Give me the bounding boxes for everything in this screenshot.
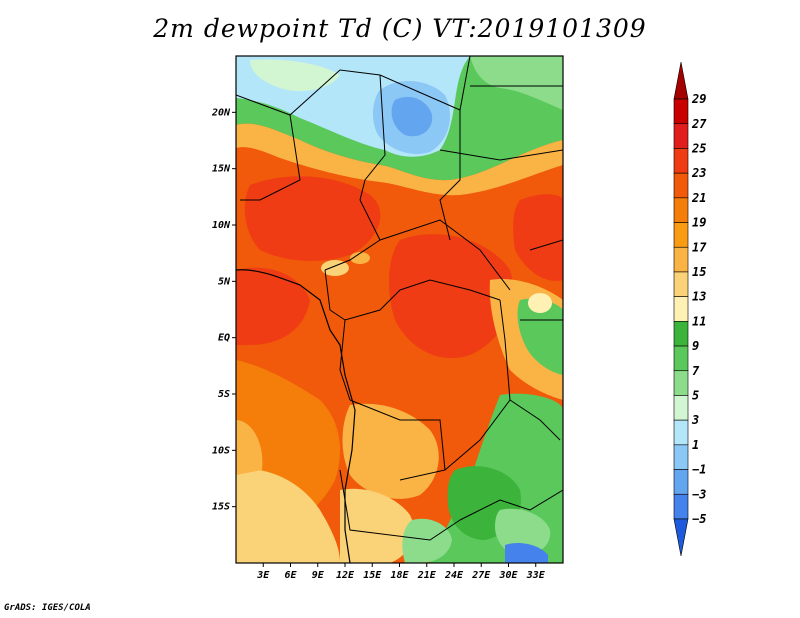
colorbar-label: 9: [692, 339, 699, 353]
colorbar-swatch: [673, 148, 689, 174]
lon-tick-label: 30E: [498, 570, 518, 581]
colorbar-swatch: [673, 222, 689, 248]
colorbar-swatch: [673, 296, 689, 322]
lon-tick-label: 21E: [417, 570, 437, 581]
lat-tick-label: 20N: [211, 107, 231, 118]
colorbar-swatch: [673, 444, 689, 470]
colorbar-label: 3: [691, 413, 699, 427]
colorbar-swatch: [673, 395, 689, 421]
lon-tick-label: 6E: [284, 570, 297, 581]
dewpoint-field: [236, 56, 563, 563]
lat-tick-label: EQ: [218, 333, 230, 344]
colorbar-swatch: [673, 518, 689, 557]
colorbar-label: 21: [691, 191, 706, 205]
lat-tick-label: 5N: [218, 276, 231, 287]
colorbar-swatch: [673, 123, 689, 149]
colorbar-swatch: [673, 469, 689, 495]
colorbar: 29 27 25 23 21 19 17 15 13 11 9 7 5 3 1 −1 −3 −5: [673, 61, 707, 557]
lon-tick-label: 18E: [390, 570, 409, 581]
colorbar-label: 27: [691, 117, 707, 131]
colorbar-swatch: [673, 197, 689, 223]
colorbar-label: 13: [692, 290, 706, 304]
colorbar-label: 15: [692, 265, 706, 279]
colorbar-label: −3: [692, 487, 706, 501]
lon-tick-label: 27E: [471, 570, 491, 581]
map-title: 2m dewpoint Td (C) VT:2019101309: [153, 14, 647, 43]
colorbar-label: 11: [692, 314, 706, 328]
colorbar-swatch: [673, 246, 689, 273]
colorbar-label: 7: [692, 364, 700, 378]
lon-tick-label: 15E: [363, 570, 382, 581]
lon-tick-label: 9E: [312, 570, 325, 581]
lon-tick-label: 33E: [526, 570, 546, 581]
colorbar-swatch: [673, 321, 689, 347]
colorbar-label: 5: [692, 388, 699, 402]
lat-tick-label: 10S: [212, 445, 230, 456]
latitude-ticks: 20N 15N 10N 5N EQ 5S 10S 15S: [211, 107, 236, 513]
colorbar-label: −1: [692, 463, 706, 477]
colorbar-swatch: [673, 172, 689, 199]
lat-tick-label: 15N: [212, 164, 231, 175]
lon-tick-label: 3E: [256, 570, 270, 581]
colorbar-swatch: [673, 493, 689, 520]
colorbar-label: 25: [691, 141, 706, 155]
grads-credit: GrADS: IGES/COLA: [4, 603, 91, 613]
colorbar-swatch: [673, 271, 689, 297]
lat-tick-label: 10N: [212, 220, 231, 231]
colorbar-swatch: [673, 370, 689, 396]
colorbar-label: 23: [691, 166, 706, 180]
colorbar-swatch: [673, 345, 689, 372]
colorbar-swatch: [673, 419, 689, 446]
colorbar-swatch: [673, 98, 689, 125]
colorbar-label: 1: [692, 438, 699, 452]
longitude-ticks: 3E 6E 9E 12E 15E 18E 21E 24E 27E 30E 33E: [256, 563, 546, 581]
colorbar-label: 17: [692, 240, 707, 254]
lat-tick-label: 15S: [212, 502, 230, 513]
lon-tick-label: 24E: [444, 570, 464, 581]
colorbar-label: 29: [691, 92, 706, 106]
colorbar-swatch: [673, 61, 689, 100]
lon-tick-label: 12E: [336, 570, 355, 581]
lat-tick-label: 5S: [218, 389, 230, 400]
colorbar-label: 19: [692, 216, 706, 230]
colorbar-label: −5: [692, 512, 706, 526]
country-borders: [236, 56, 563, 541]
